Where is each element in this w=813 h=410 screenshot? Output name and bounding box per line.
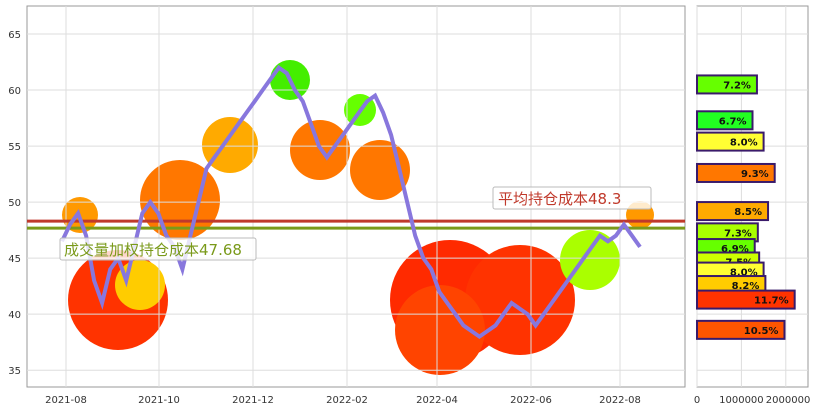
x-tick-label: 2021-12	[232, 395, 274, 406]
distribution-bar	[696, 131, 765, 152]
distribution-bar-label: 6.9%	[721, 244, 749, 255]
distribution-bar	[696, 110, 754, 131]
distribution-bar-label: 7.2%	[723, 80, 751, 91]
x-tick-label: 2021-08	[45, 395, 87, 406]
y-tick-label: 45	[8, 254, 21, 265]
reference-label-avg-cost: 平均持仓成本48.3	[498, 190, 621, 208]
side-x-tick-label: 1000000	[719, 395, 764, 406]
distribution-bar	[696, 319, 786, 340]
x-tick-label: 2022-02	[326, 395, 368, 406]
y-tick-label: 35	[8, 366, 21, 377]
x-tick-label: 2022-08	[599, 395, 641, 406]
bubble	[202, 117, 258, 173]
y-tick-label: 40	[8, 310, 21, 321]
distribution-bar	[696, 289, 796, 310]
y-tick-label: 55	[8, 142, 21, 153]
distribution-bar-label: 8.0%	[730, 138, 758, 149]
x-tick-label: 2021-10	[138, 395, 180, 406]
distribution-bar-label: 6.7%	[719, 116, 747, 127]
y-tick-label: 65	[8, 30, 21, 41]
distribution-bar	[696, 201, 770, 222]
bubble	[560, 230, 620, 290]
distribution-bar-label: 10.5%	[744, 326, 779, 337]
reference-label-box	[492, 186, 652, 210]
distribution-bar-label: 11.7%	[754, 296, 789, 307]
bubble	[395, 285, 485, 375]
reference-label-box	[59, 237, 257, 261]
distribution-bar-label: 8.0%	[730, 268, 758, 279]
x-tick-label: 2022-06	[510, 395, 552, 406]
reference-label-vw-cost: 成交量加权持仓成本47.68	[64, 241, 242, 259]
side-x-tick-label: 0	[694, 395, 700, 406]
cost-bubbles	[62, 60, 654, 375]
y-tick-label: 50	[8, 198, 21, 209]
side-x-tick-label: 2000000	[766, 395, 811, 406]
distribution-bar	[696, 74, 758, 95]
x-tick-label: 2022-04	[416, 395, 458, 406]
distribution-bar	[696, 162, 776, 183]
y-tick-label: 60	[8, 86, 21, 97]
price-line	[60, 64, 642, 340]
distribution-bar-label: 8.5%	[734, 207, 762, 218]
main-plot-frame	[26, 5, 686, 388]
distribution-bar-label: 9.3%	[741, 169, 769, 180]
distribution-bar-label: 7.3%	[724, 228, 752, 239]
distribution-bar-label: 8.2%	[732, 281, 760, 292]
